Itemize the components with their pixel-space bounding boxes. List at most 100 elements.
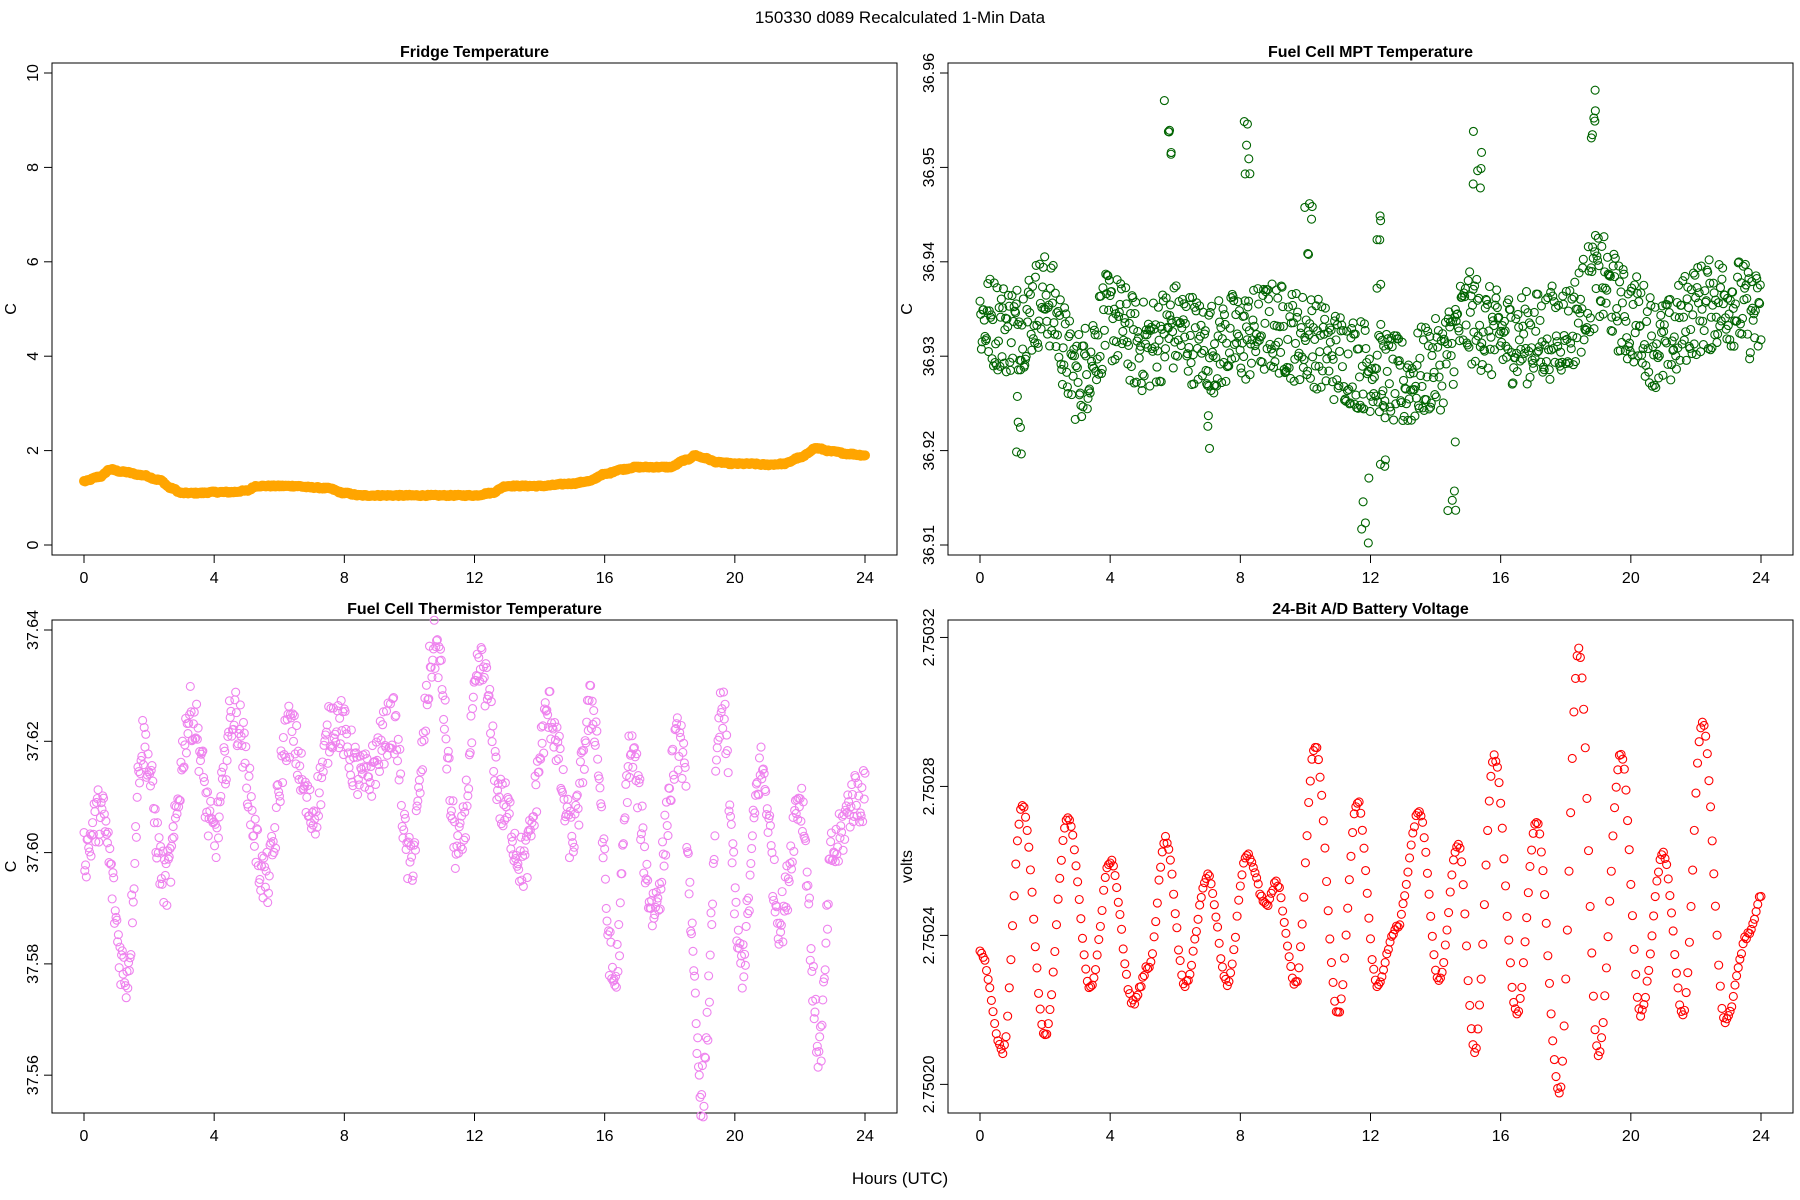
data-point — [1017, 800, 1027, 811]
data-point — [461, 775, 471, 785]
data-point — [1252, 337, 1262, 347]
data-point — [1007, 291, 1017, 301]
data-point — [341, 724, 351, 734]
data-point — [475, 664, 485, 674]
data-point — [1204, 443, 1215, 453]
data-point — [1241, 374, 1251, 384]
data-point — [320, 736, 330, 746]
data-point — [1450, 437, 1460, 447]
data-point — [1544, 365, 1554, 375]
data-point — [286, 713, 296, 723]
data-point — [729, 847, 739, 857]
data-point — [1324, 366, 1334, 376]
data-point — [97, 804, 107, 814]
data-point — [294, 774, 304, 784]
data-point — [1288, 300, 1298, 310]
data-point — [1208, 888, 1218, 899]
data-point — [1569, 707, 1579, 717]
data-point — [162, 900, 172, 910]
data-point — [1094, 934, 1104, 945]
data-point — [1377, 335, 1387, 345]
data-point — [491, 752, 501, 762]
data-point — [1287, 289, 1297, 300]
data-point — [1284, 363, 1294, 373]
data-point — [1523, 308, 1533, 318]
data-point — [1181, 301, 1191, 312]
data-point — [134, 766, 144, 777]
data-point — [1406, 840, 1416, 850]
data-point — [394, 775, 404, 785]
data-point — [1750, 306, 1760, 316]
data-point — [1131, 377, 1141, 387]
data-point — [1712, 337, 1722, 348]
data-point — [711, 755, 722, 765]
data-point — [1372, 283, 1382, 293]
data-point — [1730, 299, 1740, 309]
data-point — [275, 797, 285, 807]
y-tick-label: 2.75032 — [921, 608, 938, 666]
data-point — [1171, 281, 1181, 291]
data-point — [1380, 461, 1390, 471]
data-point — [643, 875, 653, 885]
data-point — [1180, 981, 1190, 992]
data-point — [488, 721, 498, 731]
data-point — [1325, 323, 1335, 333]
data-point — [1753, 899, 1763, 909]
data-point — [1226, 968, 1236, 978]
data-point — [860, 450, 870, 461]
data-point — [708, 899, 718, 909]
data-point — [1315, 347, 1325, 357]
data-point — [195, 755, 206, 766]
data-point — [1251, 346, 1261, 357]
data-point — [485, 728, 496, 738]
data-point — [98, 793, 109, 803]
data-point — [1635, 321, 1645, 331]
data-point — [399, 809, 410, 819]
data-point — [1449, 486, 1459, 496]
data-point — [844, 797, 854, 807]
data-point — [389, 693, 399, 703]
data-point — [1303, 249, 1313, 259]
data-point — [447, 814, 457, 824]
data-point — [1217, 377, 1227, 388]
data-point — [455, 818, 465, 828]
data-point — [701, 1033, 711, 1043]
data-point — [1725, 1006, 1735, 1016]
data-point — [403, 874, 413, 884]
data-point — [1154, 335, 1164, 345]
data-point — [825, 854, 835, 864]
data-point — [1644, 965, 1654, 976]
y-tick-label: 4 — [25, 352, 42, 361]
data-point — [1515, 993, 1525, 1003]
data-point — [146, 765, 156, 775]
data-point — [660, 810, 670, 820]
data-point — [1428, 343, 1438, 353]
x-tick-label: 0 — [976, 570, 985, 587]
data-point — [993, 336, 1004, 346]
data-point — [439, 724, 449, 734]
data-point — [697, 1090, 707, 1100]
data-point — [1414, 807, 1424, 817]
data-point — [592, 726, 602, 736]
data-point — [1701, 731, 1711, 741]
data-point — [1263, 294, 1274, 304]
data-point — [1082, 370, 1092, 380]
data-point — [528, 812, 539, 822]
data-point — [1292, 312, 1302, 322]
data-point — [1738, 261, 1748, 271]
data-point — [1742, 293, 1752, 304]
data-point — [749, 813, 759, 823]
data-point — [1599, 232, 1609, 242]
data-point — [492, 795, 502, 805]
data-point — [1344, 875, 1354, 885]
data-point — [1042, 1029, 1052, 1039]
data-point — [328, 743, 338, 753]
data-point — [1225, 323, 1235, 333]
data-point — [534, 767, 544, 777]
data-point — [657, 877, 667, 887]
data-point — [750, 808, 760, 818]
data-point — [1526, 320, 1536, 330]
data-point — [1740, 259, 1750, 269]
data-point — [1698, 316, 1708, 326]
data-point — [218, 762, 228, 772]
